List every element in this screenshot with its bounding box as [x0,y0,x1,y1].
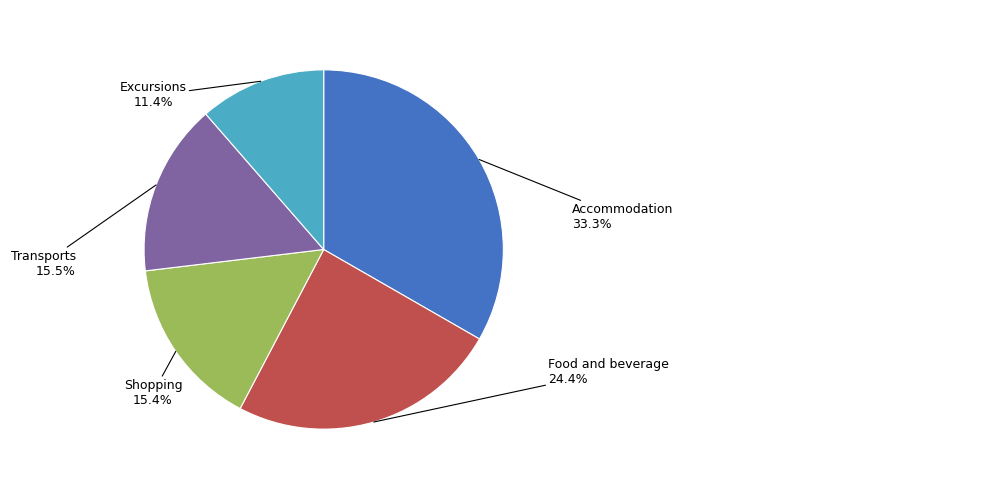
Wedge shape [240,250,479,429]
Text: Shopping
15.4%: Shopping 15.4% [124,351,182,407]
Wedge shape [145,250,324,409]
Text: Transports
15.5%: Transports 15.5% [11,185,156,278]
Text: Excursions
11.4%: Excursions 11.4% [120,81,261,109]
Wedge shape [206,70,324,250]
Text: Food and beverage
24.4%: Food and beverage 24.4% [374,358,669,422]
Wedge shape [324,70,503,339]
Wedge shape [144,114,324,271]
Text: Accommodation
33.3%: Accommodation 33.3% [479,160,673,231]
